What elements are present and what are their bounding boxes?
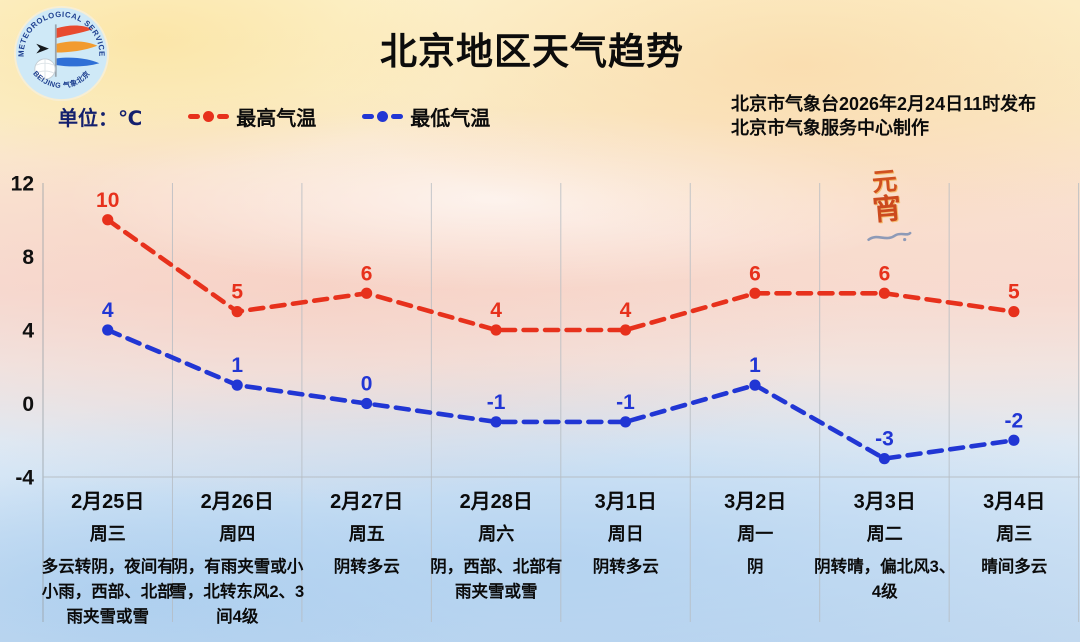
logo-blue-stripe bbox=[56, 57, 100, 67]
data-point-label: -1 bbox=[616, 391, 635, 414]
max-temp-dashed-line-icon bbox=[188, 111, 230, 122]
y-tick-label: 12 bbox=[11, 173, 34, 196]
issue-info-line1: 北京市气象台2026年2月24日11时发布 bbox=[731, 94, 1037, 114]
weekday-label: 周日 bbox=[607, 524, 644, 544]
legend-min-temp-label: 最低气温 bbox=[410, 108, 491, 130]
min-temp-series: 4 1 0 -1 -1 1 -3 -2 bbox=[102, 299, 1024, 465]
date-label: 3月1日 bbox=[594, 491, 657, 513]
weather-description: 多云转阴，夜间有小雨，西部、北部雨夹雪或雪 bbox=[41, 558, 174, 626]
unit-legend-row: 单位：℃ 最高气温 最低气温 bbox=[58, 102, 490, 131]
issue-info: 北京市气象台2026年2月24日11时发布 北京市气象服务中心制作 bbox=[731, 92, 1036, 140]
weekday-label: 周三 bbox=[89, 524, 126, 544]
data-point bbox=[1008, 434, 1020, 446]
series-line bbox=[105, 217, 1017, 333]
data-point bbox=[102, 214, 114, 226]
day-column: 2月26日周四阴，有雨夹雪或小雪，北转东风2、3间4级 bbox=[170, 489, 304, 630]
series-line bbox=[105, 327, 1017, 461]
weather-description: 阴转多云 bbox=[333, 558, 400, 576]
data-point-label: 1 bbox=[749, 354, 761, 377]
date-label: 3月2日 bbox=[724, 491, 787, 513]
logo-orange-stripe bbox=[56, 41, 98, 53]
y-tick-label: -4 bbox=[15, 467, 34, 490]
date-label: 2月27日 bbox=[330, 491, 404, 513]
beijing-meteorological-service-logo: METEOROLOGICAL SERVICE BEIJING 气象北京 bbox=[13, 5, 110, 102]
weather-description: 阴，西部、北部有雨夹雪或雪 bbox=[430, 558, 563, 601]
unit-label: 单位：℃ bbox=[58, 108, 143, 130]
date-label: 3月4日 bbox=[983, 491, 1046, 513]
data-point bbox=[749, 379, 761, 391]
data-point-label: 10 bbox=[96, 189, 119, 212]
data-point-label: 5 bbox=[231, 281, 243, 304]
day-column: 3月2日周一阴 bbox=[691, 489, 821, 630]
data-point-label: 4 bbox=[620, 299, 632, 322]
day-column: 2月28日周六阴，西部、北部有雨夹雪或雪 bbox=[430, 489, 562, 630]
legend-min-temp: 最低气温 bbox=[362, 102, 490, 131]
data-point bbox=[878, 453, 891, 465]
weather-description: 阴 bbox=[747, 558, 764, 576]
day-column: 2月25日周三多云转阴，夜间有小雨，西部、北部雨夹雪或雪 bbox=[42, 489, 174, 630]
weekday-label: 周三 bbox=[996, 524, 1033, 544]
day-column: 2月27日周五阴转多云 bbox=[302, 489, 432, 630]
data-point bbox=[619, 416, 632, 428]
page-title: 北京地区天气趋势 bbox=[380, 31, 684, 72]
legend-max-temp-label: 最高气温 bbox=[236, 108, 317, 130]
day-column: 3月4日周三晴间多云 bbox=[950, 489, 1080, 630]
y-tick-label: 0 bbox=[22, 393, 34, 416]
data-point-label: -1 bbox=[487, 391, 506, 414]
data-point-label: -3 bbox=[875, 428, 894, 451]
weather-description: 阴，有雨夹雪或小雪，北转东风2、3间4级 bbox=[170, 558, 305, 626]
data-point-label: 0 bbox=[361, 373, 373, 396]
weather-description: 阴转晴，偏北风3、4级 bbox=[814, 558, 956, 601]
data-point-label: 4 bbox=[490, 299, 502, 322]
data-point-label: 6 bbox=[361, 262, 373, 285]
issue-info-line2: 北京市气象服务中心制作 bbox=[731, 118, 929, 138]
data-point bbox=[231, 379, 243, 391]
data-point bbox=[619, 324, 632, 336]
data-point bbox=[231, 306, 243, 318]
date-label: 2月28日 bbox=[459, 491, 533, 513]
weekday-label: 周五 bbox=[348, 524, 385, 544]
day-column: 3月1日周日阴转多云 bbox=[561, 489, 691, 630]
day-column: 3月3日周二阴转晴，偏北风3、4级 bbox=[814, 489, 955, 630]
data-point-label: 6 bbox=[749, 262, 761, 285]
data-point-label: 4 bbox=[102, 299, 114, 322]
data-point-label: -2 bbox=[1005, 409, 1024, 432]
data-point bbox=[361, 287, 373, 299]
logo-red-stripe bbox=[56, 25, 93, 38]
data-point bbox=[102, 324, 114, 336]
weather-description: 阴转多云 bbox=[592, 558, 659, 576]
data-point-label: 6 bbox=[879, 262, 891, 285]
data-point bbox=[490, 324, 502, 336]
data-point bbox=[749, 287, 761, 299]
weekday-label: 周二 bbox=[866, 524, 903, 544]
weather-description: 晴间多云 bbox=[981, 558, 1048, 576]
data-point-label: 1 bbox=[231, 354, 243, 377]
date-label: 2月25日 bbox=[71, 491, 145, 513]
data-point bbox=[878, 287, 891, 299]
legend-max-temp: 最高气温 bbox=[188, 102, 316, 131]
min-temp-dashed-line-icon bbox=[362, 111, 404, 122]
weekday-label: 周六 bbox=[478, 524, 515, 544]
day-columns: 2月25日 周三 多云转阴，夜间有小雨，西部、北部雨夹雪或雪 2月26日 周四 阴，有雨夹… bbox=[42, 489, 1080, 630]
data-point-label: 5 bbox=[1008, 281, 1020, 304]
data-point bbox=[361, 397, 373, 410]
y-tick-label: 4 bbox=[22, 320, 34, 343]
weekday-label: 周一 bbox=[737, 524, 774, 544]
data-point bbox=[1008, 306, 1020, 318]
data-point bbox=[490, 416, 502, 428]
max-temp-series: 10 5 6 4 4 6 6 5 bbox=[96, 189, 1020, 336]
logo-pole bbox=[54, 24, 57, 77]
y-tick-label: 8 bbox=[22, 246, 34, 269]
date-label: 3月3日 bbox=[853, 491, 916, 513]
weekday-label: 周四 bbox=[219, 524, 256, 544]
date-label: 2月26日 bbox=[200, 491, 274, 513]
logo-arrow bbox=[36, 43, 49, 54]
